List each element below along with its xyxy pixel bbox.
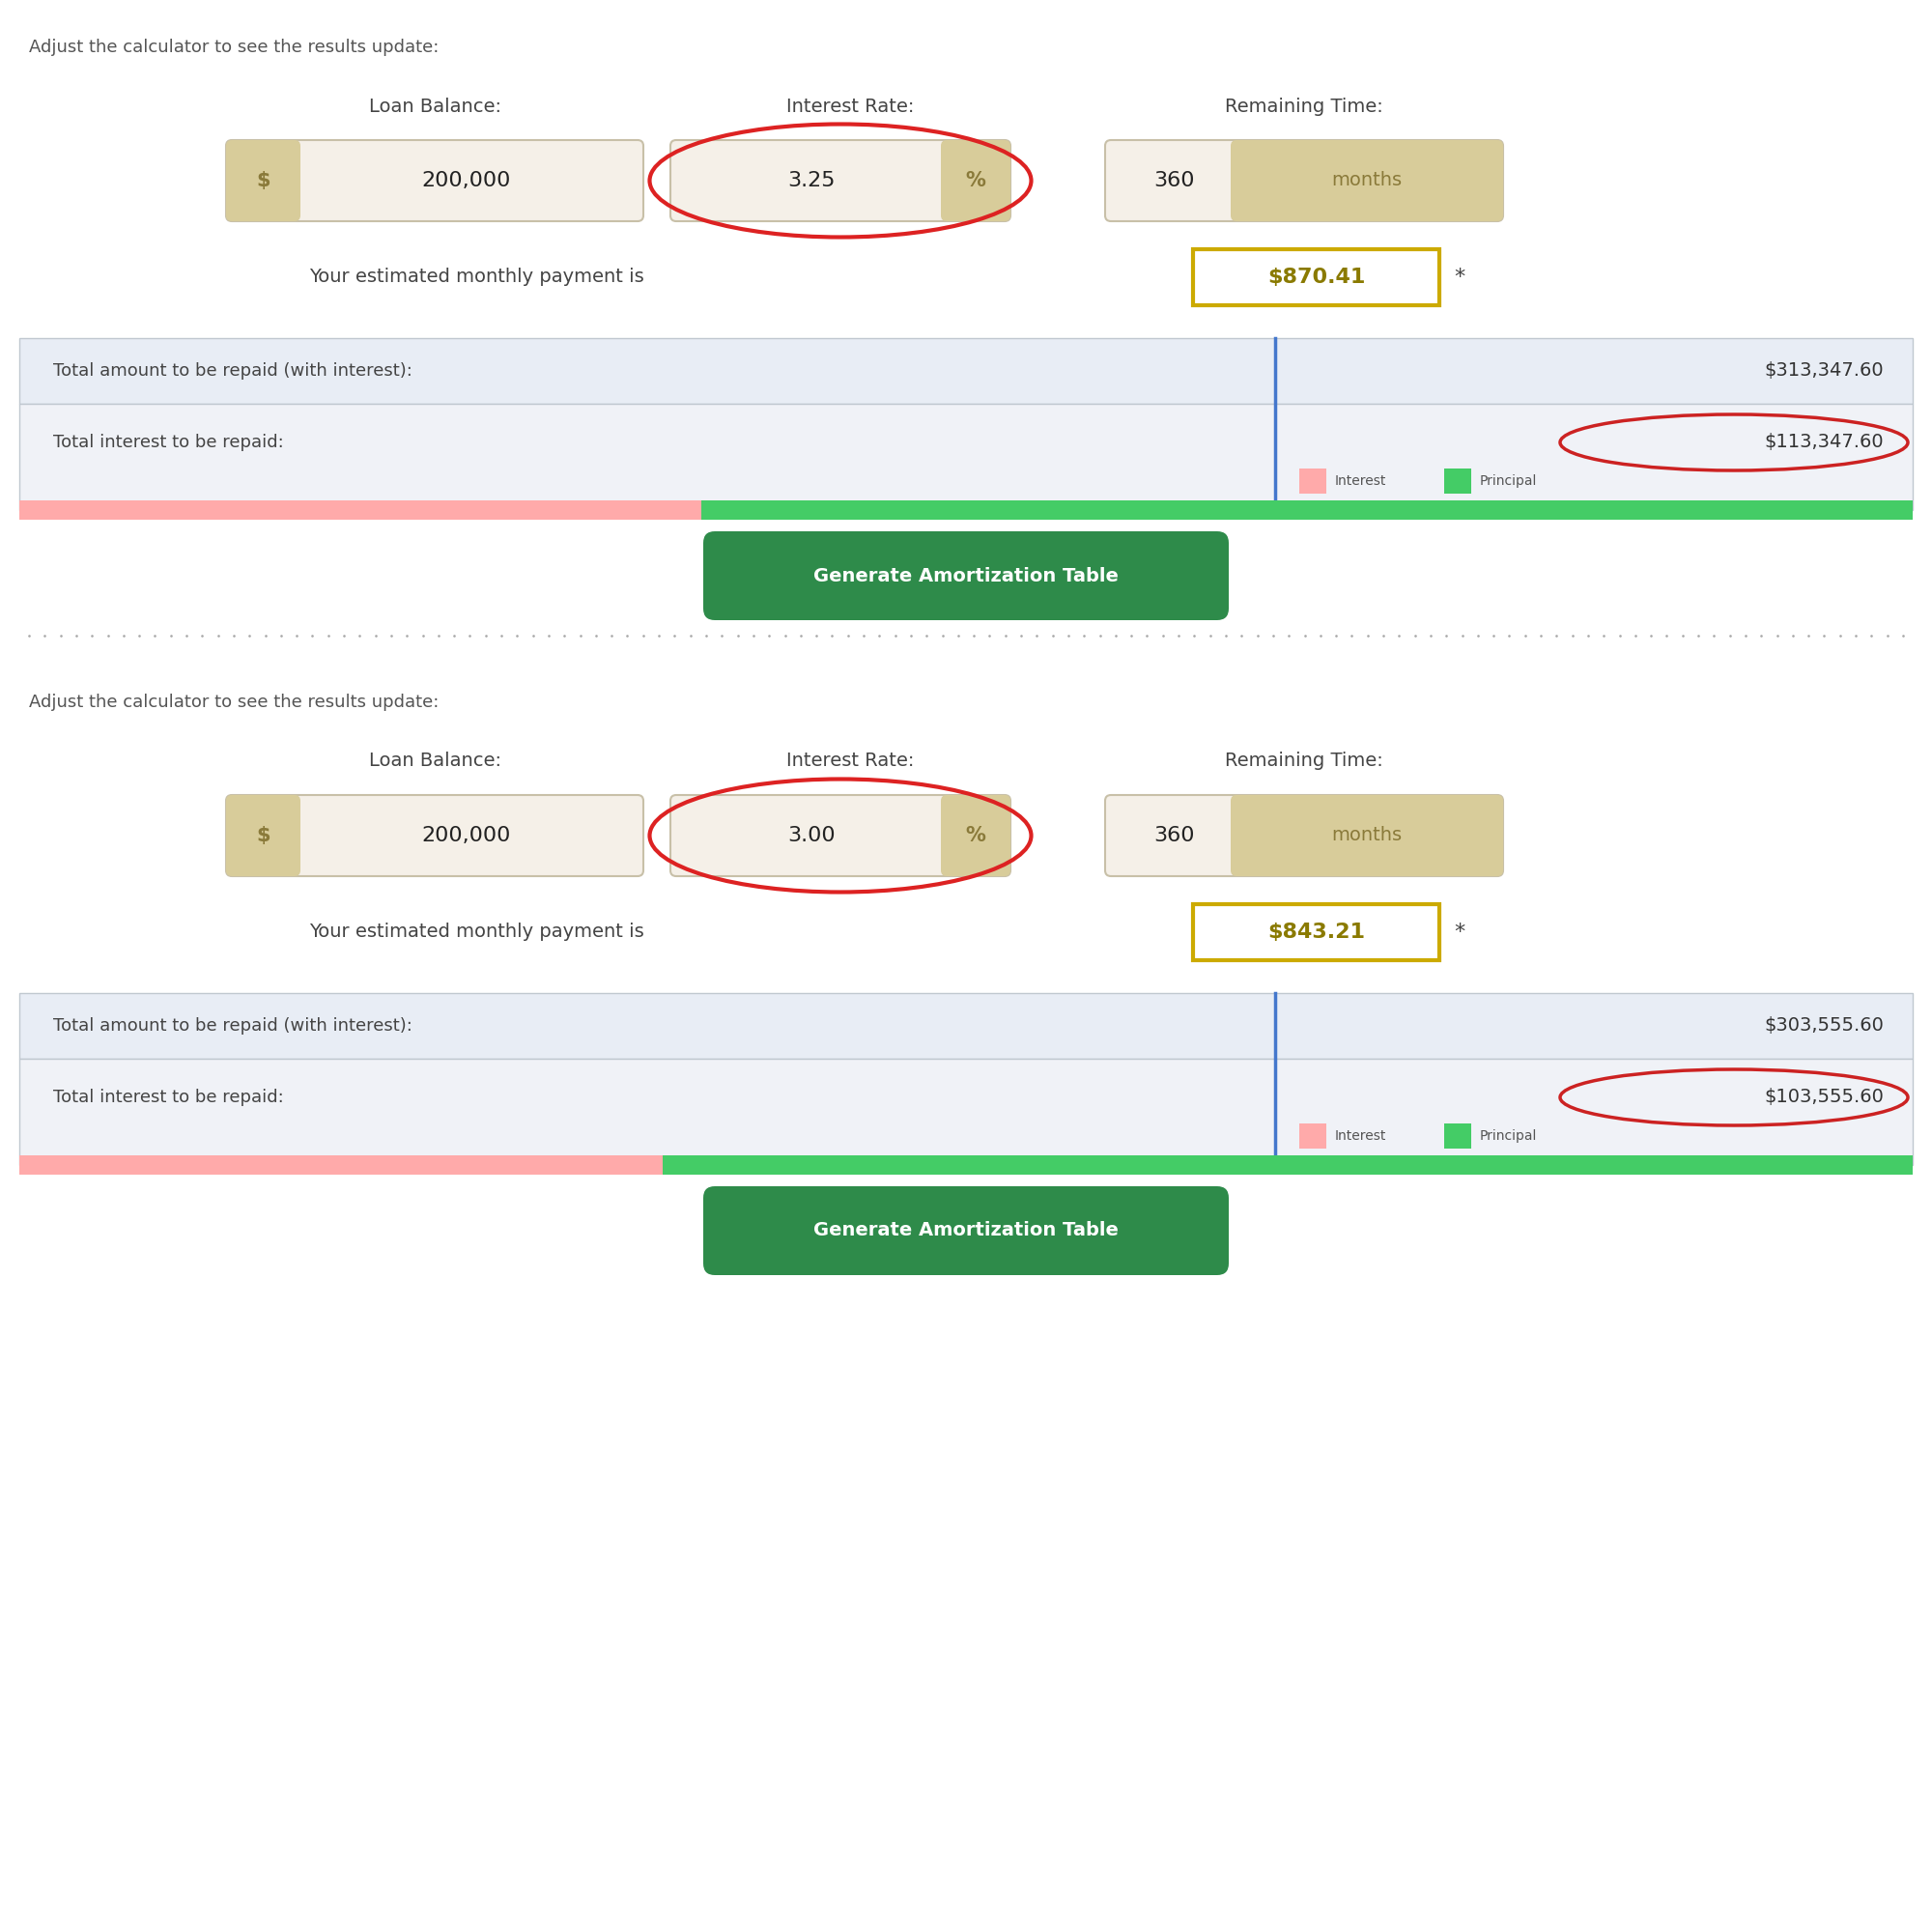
Text: $: $ [257, 825, 270, 844]
Text: Adjust the calculator to see the results update:: Adjust the calculator to see the results… [29, 694, 439, 711]
Text: %: % [966, 172, 985, 191]
FancyBboxPatch shape [19, 993, 1913, 1059]
Text: Total interest to be repaid:: Total interest to be repaid: [54, 435, 284, 450]
FancyBboxPatch shape [226, 141, 301, 220]
Text: 360: 360 [1153, 825, 1194, 844]
Text: *: * [1455, 922, 1464, 941]
Text: $313,347.60: $313,347.60 [1764, 361, 1884, 381]
Text: Total amount to be repaid (with interest):: Total amount to be repaid (with interest… [54, 363, 412, 379]
Text: Remaining Time:: Remaining Time: [1225, 97, 1383, 116]
FancyBboxPatch shape [1298, 1122, 1325, 1148]
Text: Generate Amortization Table: Generate Amortization Table [813, 566, 1119, 585]
FancyBboxPatch shape [941, 141, 1010, 220]
Text: Interest: Interest [1335, 473, 1387, 487]
Text: *: * [1455, 267, 1464, 286]
Text: 200,000: 200,000 [421, 825, 510, 844]
Text: $: $ [257, 172, 270, 191]
FancyBboxPatch shape [226, 794, 301, 875]
FancyBboxPatch shape [1105, 794, 1503, 875]
FancyBboxPatch shape [1194, 904, 1439, 960]
Text: Interest: Interest [1335, 1128, 1387, 1142]
Text: Interest Rate:: Interest Rate: [786, 97, 914, 116]
Text: Adjust the calculator to see the results update:: Adjust the calculator to see the results… [29, 39, 439, 56]
Text: Loan Balance:: Loan Balance: [369, 97, 500, 116]
Text: 3.25: 3.25 [788, 172, 835, 191]
Text: Generate Amortization Table: Generate Amortization Table [813, 1221, 1119, 1240]
Text: Total interest to be repaid:: Total interest to be repaid: [54, 1088, 284, 1105]
FancyBboxPatch shape [703, 531, 1229, 620]
FancyBboxPatch shape [663, 1155, 1913, 1175]
FancyBboxPatch shape [19, 1059, 1913, 1165]
FancyBboxPatch shape [226, 141, 643, 220]
Text: $303,555.60: $303,555.60 [1764, 1016, 1884, 1036]
FancyBboxPatch shape [19, 1155, 663, 1175]
FancyBboxPatch shape [941, 794, 1010, 875]
FancyBboxPatch shape [701, 500, 1913, 520]
FancyBboxPatch shape [1298, 469, 1325, 495]
FancyBboxPatch shape [1231, 141, 1503, 220]
Text: Principal: Principal [1480, 1128, 1538, 1142]
FancyBboxPatch shape [19, 404, 1913, 510]
Text: Total amount to be repaid (with interest):: Total amount to be repaid (with interest… [54, 1016, 412, 1034]
FancyBboxPatch shape [19, 500, 701, 520]
Text: $870.41: $870.41 [1267, 267, 1366, 286]
FancyBboxPatch shape [1105, 141, 1503, 220]
FancyBboxPatch shape [703, 1186, 1229, 1275]
FancyBboxPatch shape [670, 794, 1010, 875]
Text: months: months [1331, 827, 1403, 844]
Text: Interest Rate:: Interest Rate: [786, 752, 914, 771]
Text: Loan Balance:: Loan Balance: [369, 752, 500, 771]
Text: Remaining Time:: Remaining Time: [1225, 752, 1383, 771]
FancyBboxPatch shape [670, 141, 1010, 220]
FancyBboxPatch shape [19, 338, 1913, 404]
FancyBboxPatch shape [1231, 794, 1503, 875]
Text: $843.21: $843.21 [1267, 922, 1364, 941]
Text: Your estimated monthly payment is: Your estimated monthly payment is [309, 923, 643, 941]
Text: Principal: Principal [1480, 473, 1538, 487]
Text: 200,000: 200,000 [421, 172, 510, 191]
FancyBboxPatch shape [1445, 1122, 1472, 1148]
Text: %: % [966, 825, 985, 844]
FancyBboxPatch shape [226, 794, 643, 875]
Text: $113,347.60: $113,347.60 [1764, 433, 1884, 452]
Text: Your estimated monthly payment is: Your estimated monthly payment is [309, 269, 643, 286]
Text: 3.00: 3.00 [788, 825, 835, 844]
Text: 360: 360 [1153, 172, 1194, 191]
Text: $103,555.60: $103,555.60 [1764, 1088, 1884, 1107]
Text: months: months [1331, 172, 1403, 189]
FancyBboxPatch shape [1194, 249, 1439, 305]
FancyBboxPatch shape [1445, 469, 1472, 495]
